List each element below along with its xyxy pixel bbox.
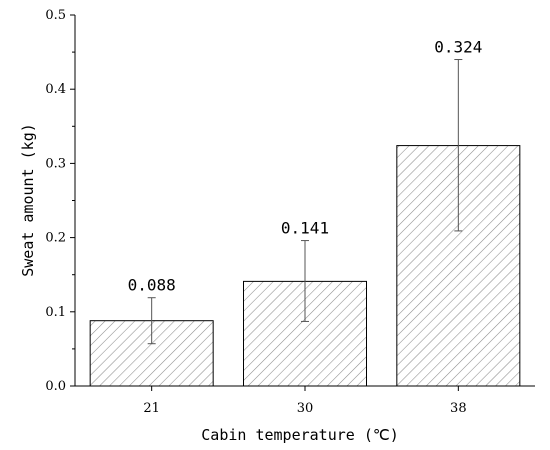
y-tick-label: 0.2 [45,231,66,246]
data-label-21: 0.088 [128,276,176,295]
y-tick-label: 0.3 [45,156,66,171]
y-tick-label: 0.0 [45,379,66,394]
data-label-30: 0.141 [281,219,329,238]
x-axis-title: Cabin temperature (℃) [201,426,398,444]
x-tick-label-30: 30 [297,401,314,416]
x-tick-label-21: 21 [143,401,160,416]
error-bar-30 [301,240,309,322]
error-bar-38 [454,59,463,232]
error-bars-layer [147,59,463,345]
y-axis-title: Sweat amount (kg) [19,123,37,277]
x-tick-label-38: 38 [450,401,467,416]
data-label-38: 0.324 [434,38,482,57]
error-bar-21 [147,297,156,345]
y-tick-label: 0.5 [45,8,66,23]
axes-layer: 21 30 38 0.0 0.1 0.2 0.3 0.4 0.5 [45,8,535,416]
y-tick-label: 0.4 [45,82,66,97]
data-labels-layer: 0.088 0.141 0.324 [128,38,483,295]
y-tick-label: 0.1 [45,305,66,320]
